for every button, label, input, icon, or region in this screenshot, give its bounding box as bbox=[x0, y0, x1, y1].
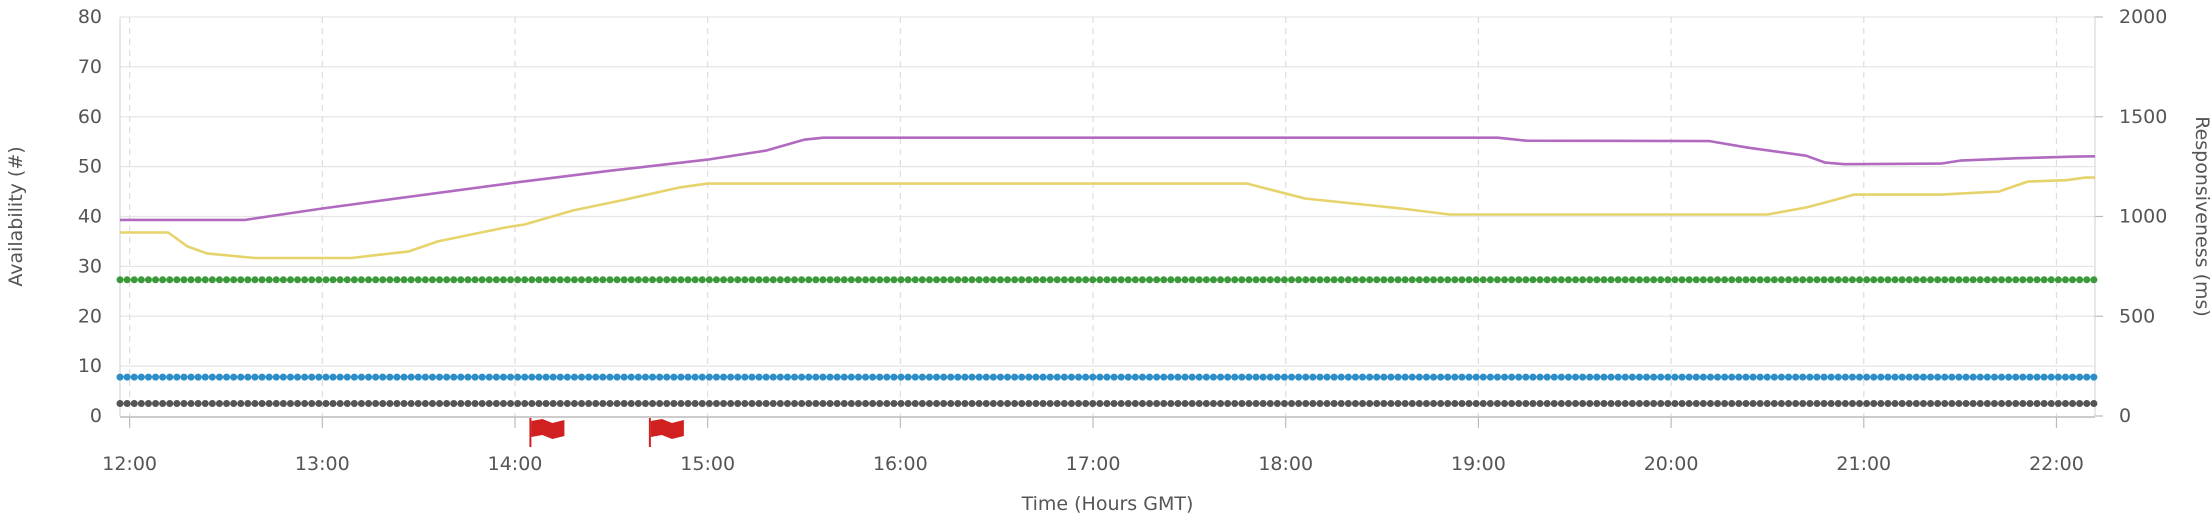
x-tick-label: 15:00 bbox=[680, 453, 735, 475]
left-y-tick-label: 70 bbox=[78, 56, 102, 78]
x-tick-label: 16:00 bbox=[873, 453, 928, 475]
left-y-tick-label: 10 bbox=[78, 355, 102, 377]
left-y-tick-label: 20 bbox=[78, 305, 102, 327]
left-y-axis: 0 10 20 30 40 50 60 70 80 bbox=[78, 6, 102, 427]
right-y-axis: 0 500 1000 1500 2000 bbox=[2095, 6, 2167, 427]
grid bbox=[119, 16, 2096, 416]
right-y-axis-title: Responsiveness (ms) bbox=[2191, 116, 2212, 317]
right-y-tick-label: 500 bbox=[2119, 305, 2155, 327]
x-tick-label: 19:00 bbox=[1451, 453, 1506, 475]
series-layer bbox=[116, 136, 2099, 407]
flag-icon[interactable] bbox=[648, 418, 684, 447]
left-y-axis-title: Availability (#) bbox=[5, 146, 27, 286]
right-y-tick-label: 1000 bbox=[2119, 206, 2167, 228]
left-y-tick-label: 30 bbox=[78, 255, 102, 277]
x-tick-label: 22:00 bbox=[2029, 453, 2084, 475]
left-y-tick-label: 60 bbox=[78, 106, 102, 128]
right-y-tick-label: 1500 bbox=[2119, 106, 2167, 128]
flag-icon[interactable] bbox=[529, 418, 565, 447]
series-line-1 bbox=[120, 136, 2096, 222]
left-y-tick-label: 50 bbox=[78, 156, 102, 178]
x-axis-title: Time (Hours GMT) bbox=[1021, 493, 1194, 515]
x-tick-label: 12:00 bbox=[102, 453, 157, 475]
x-tick-label: 13:00 bbox=[295, 453, 350, 475]
right-y-tick-label: 2000 bbox=[2119, 6, 2167, 28]
x-tick-label: 18:00 bbox=[1258, 453, 1313, 475]
left-y-tick-label: 80 bbox=[78, 6, 102, 28]
x-tick-label: 21:00 bbox=[1836, 453, 1891, 475]
x-axis: 12:00 13:00 14:00 15:00 16:00 17:00 18:00 19:00… bbox=[102, 417, 2084, 475]
right-y-tick-label: 0 bbox=[2119, 405, 2131, 427]
left-y-tick-label: 40 bbox=[78, 206, 102, 228]
left-y-tick-label: 0 bbox=[90, 405, 102, 427]
series-line-2 bbox=[120, 176, 2095, 260]
x-tick-label: 14:00 bbox=[488, 453, 543, 475]
annotations bbox=[529, 418, 684, 447]
x-tick-label: 20:00 bbox=[1644, 453, 1699, 475]
x-tick-label: 17:00 bbox=[1066, 453, 1121, 475]
